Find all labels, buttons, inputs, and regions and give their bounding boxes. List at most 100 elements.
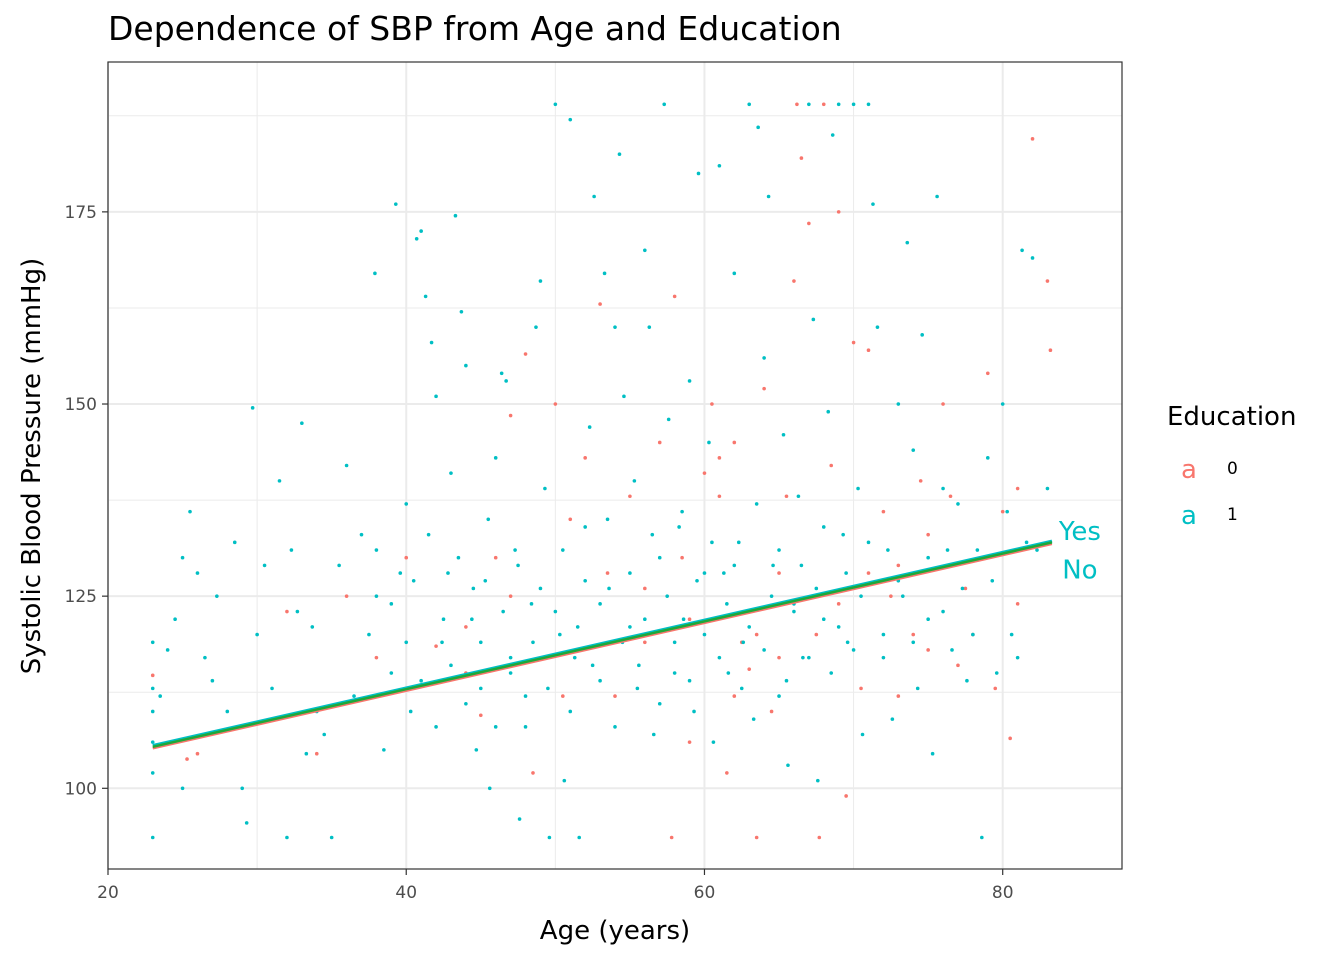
data-point [1030, 137, 1035, 141]
data-point [871, 202, 875, 206]
data-point [456, 555, 461, 560]
data-point [747, 667, 752, 671]
data-point [799, 156, 804, 160]
data-point [382, 748, 386, 752]
data-point [613, 694, 617, 698]
data-point [389, 671, 394, 675]
data-point [687, 678, 692, 683]
data-point [628, 625, 632, 629]
data-point [687, 617, 692, 622]
data-point [816, 778, 820, 783]
data-point [784, 678, 789, 683]
data-point [726, 671, 731, 675]
data-point [1045, 279, 1050, 283]
chart-title: Dependence of SBP from Age and Education [108, 9, 842, 48]
x-tick-label: 80 [992, 883, 1014, 903]
data-point [911, 640, 916, 645]
data-point [732, 440, 737, 445]
data-point [499, 371, 504, 376]
data-point [483, 578, 488, 583]
data-point [613, 725, 617, 729]
data-point [792, 279, 796, 283]
data-point [632, 479, 637, 483]
data-point [717, 655, 722, 660]
data-point [926, 532, 930, 537]
data-point [1024, 540, 1029, 545]
data-point [262, 563, 267, 568]
data-point [1015, 655, 1020, 660]
data-point [188, 509, 192, 514]
data-point [607, 586, 611, 591]
data-point [605, 571, 610, 575]
data-point [762, 648, 766, 652]
data-point [851, 648, 856, 652]
fit-line-0 [152, 542, 1053, 750]
data-point [695, 578, 699, 583]
data-point [821, 102, 826, 107]
data-point [404, 640, 409, 645]
data-point [558, 632, 562, 637]
data-point [508, 594, 513, 598]
data-point [754, 835, 759, 840]
data-point [975, 548, 980, 552]
annotations: Yes No [1058, 517, 1101, 585]
data-point [915, 686, 920, 691]
data-point [814, 632, 819, 637]
data-point [702, 471, 707, 475]
data-point [1009, 632, 1014, 637]
data-point [1030, 256, 1035, 260]
data-point [856, 486, 860, 491]
data-point [393, 202, 398, 206]
data-point [474, 748, 479, 752]
data-point [538, 279, 543, 283]
data-point [173, 617, 177, 622]
data-point [889, 594, 893, 598]
data-point [657, 701, 662, 706]
data-point [751, 717, 756, 721]
data-point [754, 632, 759, 637]
data-point [1015, 602, 1020, 606]
data-point [598, 302, 602, 306]
data-point [605, 517, 610, 522]
data-point [811, 317, 816, 322]
data-point [150, 709, 155, 714]
data-point [851, 340, 856, 345]
x-axis-title: Age (years) [540, 916, 690, 946]
data-point [359, 532, 364, 537]
legend-entry-1: a 1 [1181, 501, 1238, 531]
data-point [464, 701, 468, 706]
data-point [926, 648, 930, 652]
data-point [523, 725, 528, 729]
data-point [577, 835, 582, 840]
data-point [900, 594, 905, 598]
data-point [232, 540, 237, 545]
data-point [956, 502, 960, 506]
data-point [829, 463, 834, 468]
data-point [836, 602, 841, 606]
data-point [859, 594, 863, 598]
data-point [446, 571, 450, 575]
data-point [531, 640, 535, 645]
data-point [647, 325, 652, 329]
data-point [414, 236, 419, 241]
data-point [807, 102, 811, 107]
legend: Education a 0 a 1 [1167, 402, 1296, 531]
data-point [736, 540, 741, 545]
data-point [801, 655, 805, 660]
data-point [732, 271, 737, 276]
data-point [886, 548, 890, 552]
data-point [817, 835, 822, 840]
data-point [561, 548, 565, 552]
data-point [781, 432, 786, 437]
data-point [930, 751, 935, 756]
data-point [329, 835, 334, 840]
data-point [240, 786, 245, 791]
data-point [434, 644, 438, 648]
data-point [739, 686, 744, 691]
data-point [449, 471, 453, 475]
data-point [666, 417, 671, 422]
data-point [150, 740, 155, 744]
data-point [702, 571, 707, 575]
data-point [373, 271, 377, 276]
data-point [478, 686, 483, 691]
